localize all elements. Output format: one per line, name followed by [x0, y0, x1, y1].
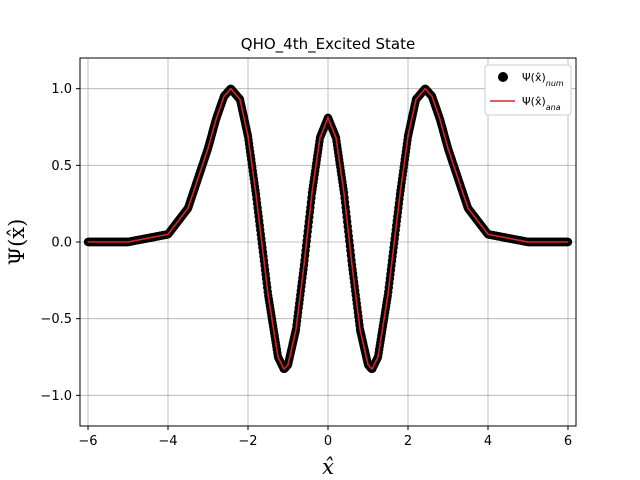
- legend-label-num-sub: num: [546, 79, 564, 88]
- legend-label-num-main: Ψ(x̂): [522, 71, 546, 84]
- legend: Ψ(x̂)num Ψ(x̂)ana: [484, 64, 572, 116]
- plot-area: [83, 84, 573, 374]
- y-tick-label: 0.0: [51, 236, 72, 251]
- y-tick-label: 0.5: [51, 159, 72, 174]
- x-tick-label: −4: [158, 434, 177, 449]
- x-axis-label: x̂: [322, 455, 334, 479]
- legend-label-ana: Ψ(x̂)ana: [522, 95, 561, 112]
- x-axis: −6 −4 −2 0 2 4 6: [78, 426, 572, 449]
- x-tick-label: −6: [78, 434, 97, 449]
- y-tick-label: −1.0: [40, 389, 72, 404]
- legend-label-num: Ψ(x̂)num: [522, 71, 564, 88]
- legend-marker-num: [498, 72, 508, 82]
- x-tick-label: 4: [484, 434, 492, 449]
- legend-label-ana-sub: ana: [546, 103, 561, 112]
- y-tick-label: 1.0: [51, 82, 72, 97]
- x-tick-label: −2: [238, 434, 257, 449]
- x-tick-label: 2: [404, 434, 412, 449]
- x-tick-label: 6: [564, 434, 572, 449]
- y-axis-label: Ψ(x̂): [5, 219, 29, 266]
- y-tick-label: −0.5: [40, 312, 72, 327]
- legend-label-ana-main: Ψ(x̂): [522, 95, 546, 108]
- chart-title: QHO_4th_Excited State: [241, 35, 415, 54]
- series-ana-line: [88, 87, 568, 370]
- y-axis: −1.0 −0.5 0.0 0.5 1.0: [40, 82, 80, 404]
- x-tick-label: 0: [324, 434, 332, 449]
